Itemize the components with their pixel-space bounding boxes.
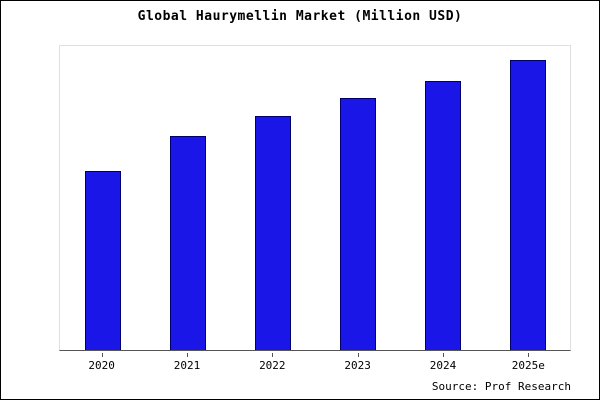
bar-slot xyxy=(315,46,400,350)
bar-2025e xyxy=(509,60,546,350)
bar-slot xyxy=(145,46,230,350)
x-tick-text: 2020 xyxy=(88,359,115,372)
x-tick-mark xyxy=(442,353,444,357)
plot-area xyxy=(59,45,571,351)
bar-slot xyxy=(230,46,315,350)
x-tick-text: 2021 xyxy=(173,359,201,372)
bar-2021 xyxy=(169,135,206,350)
source-credit: Source: Prof Research xyxy=(431,380,571,393)
x-tick-text: 2025e xyxy=(511,359,545,372)
x-tick-text: 2023 xyxy=(344,359,371,372)
bar-2023 xyxy=(339,98,376,350)
x-tick-label-2024: 2024 xyxy=(400,353,485,372)
x-tick-mark xyxy=(101,353,103,357)
x-tick-mark xyxy=(357,353,359,357)
chart-title: Global Haurymellin Market (Million USD) xyxy=(137,9,463,24)
bar-slot xyxy=(485,46,570,350)
bar-2022 xyxy=(254,115,291,350)
x-tick-label-2022: 2022 xyxy=(230,353,315,372)
x-tick-label-2021: 2021 xyxy=(144,353,229,372)
x-tick-mark xyxy=(186,353,188,357)
x-tick-mark xyxy=(528,353,530,357)
x-tick-text: 2022 xyxy=(259,359,286,372)
bar-2020 xyxy=(84,170,121,350)
x-tick-label-2025e: 2025e xyxy=(486,353,571,372)
x-tick-text: 2024 xyxy=(429,359,457,372)
x-tick-mark xyxy=(272,353,274,357)
x-tick-label-2023: 2023 xyxy=(315,353,400,372)
bars-container xyxy=(60,46,570,350)
x-axis-labels: 2020 2021 2022 2023 2024 2025e xyxy=(59,353,571,372)
x-tick-label-2020: 2020 xyxy=(59,353,144,372)
bar-2024 xyxy=(424,80,461,350)
bar-slot xyxy=(400,46,485,350)
bar-slot xyxy=(60,46,145,350)
